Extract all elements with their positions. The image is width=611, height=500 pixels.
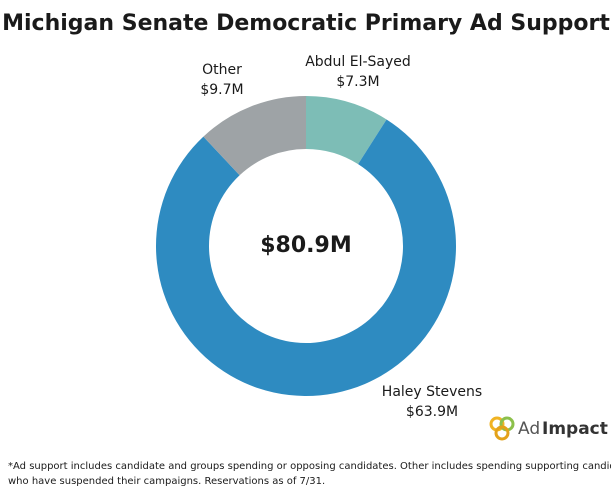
donut-slice (203, 96, 306, 176)
slice-value-label: $7.3M (336, 74, 379, 90)
slice-label: Haley Stevens (382, 384, 482, 400)
logo-prefix: Ad (518, 419, 540, 439)
donut-slice (306, 96, 387, 165)
logo-name: Impact (542, 419, 608, 439)
footnote: who have suspended their campaigns. Rese… (8, 476, 325, 487)
slice-label: Other (202, 62, 242, 78)
center-label: $80.9M (260, 233, 351, 258)
slice-value-label: $63.9M (406, 404, 458, 420)
footnote: *Ad support includes candidate and group… (8, 461, 611, 472)
chart-title: Michigan Senate Democratic Primary Ad Su… (2, 11, 610, 36)
donut-slice (156, 119, 456, 397)
slice-value-label: $9.7M (200, 82, 243, 98)
logo-icon (489, 416, 515, 441)
slice-label: Abdul El-Sayed (305, 54, 411, 70)
